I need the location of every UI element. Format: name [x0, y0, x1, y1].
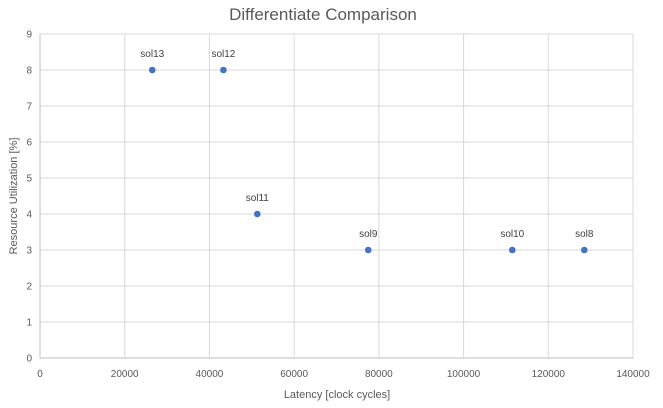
- x-axis-title: Latency [clock cycles]: [284, 389, 390, 401]
- data-label-sol12: sol12: [211, 49, 235, 60]
- y-tick-label: 9: [26, 30, 32, 41]
- y-tick-label: 7: [26, 102, 32, 113]
- data-point-sol13: [148, 66, 156, 74]
- y-tick-label: 2: [26, 282, 32, 293]
- x-tick-label: 0: [37, 369, 43, 380]
- x-tick-label: 120000: [532, 369, 566, 380]
- y-tick-label: 3: [26, 246, 32, 257]
- x-tick-label: 40000: [196, 369, 224, 380]
- data-labels: sol13 sol12 sol11 sol9 sol10 sol8: [140, 49, 594, 240]
- y-tick-label: 1: [26, 318, 32, 329]
- data-point-sol12: [220, 66, 227, 74]
- tick-labels: 0 1 2 3 4 5 6 7 8 9 0 20000 40000 60000 80000 100000 120…: [26, 30, 650, 381]
- x-tick-label: 60000: [280, 369, 308, 380]
- x-tick-label: 80000: [365, 369, 393, 380]
- data-point-sol10: [508, 246, 516, 254]
- data-points: [148, 66, 588, 254]
- chart-title: Differentiate Comparison: [229, 5, 417, 24]
- data-point-sol11: [253, 210, 261, 218]
- x-tick-label: 140000: [616, 369, 650, 380]
- axis-layer: [39, 34, 633, 359]
- y-tick-label: 0: [26, 354, 32, 365]
- x-tick-label: 100000: [447, 369, 481, 380]
- data-label-sol13: sol13: [140, 49, 164, 60]
- y-axis-title: Resource Utilization [%]: [8, 138, 20, 255]
- data-label-sol11: sol11: [246, 193, 270, 204]
- x-tick-label: 20000: [111, 369, 139, 380]
- data-label-sol10: sol10: [500, 229, 524, 240]
- y-tick-label: 4: [26, 210, 32, 221]
- y-tick-label: 5: [26, 174, 32, 185]
- y-tick-label: 6: [26, 138, 32, 149]
- data-label-sol8: sol8: [575, 229, 594, 240]
- grid-layer: [40, 33, 634, 358]
- y-tick-label: 8: [26, 66, 32, 77]
- data-label-sol9: sol9: [359, 229, 378, 240]
- data-point-sol8: [580, 246, 588, 254]
- data-point-sol9: [364, 246, 372, 254]
